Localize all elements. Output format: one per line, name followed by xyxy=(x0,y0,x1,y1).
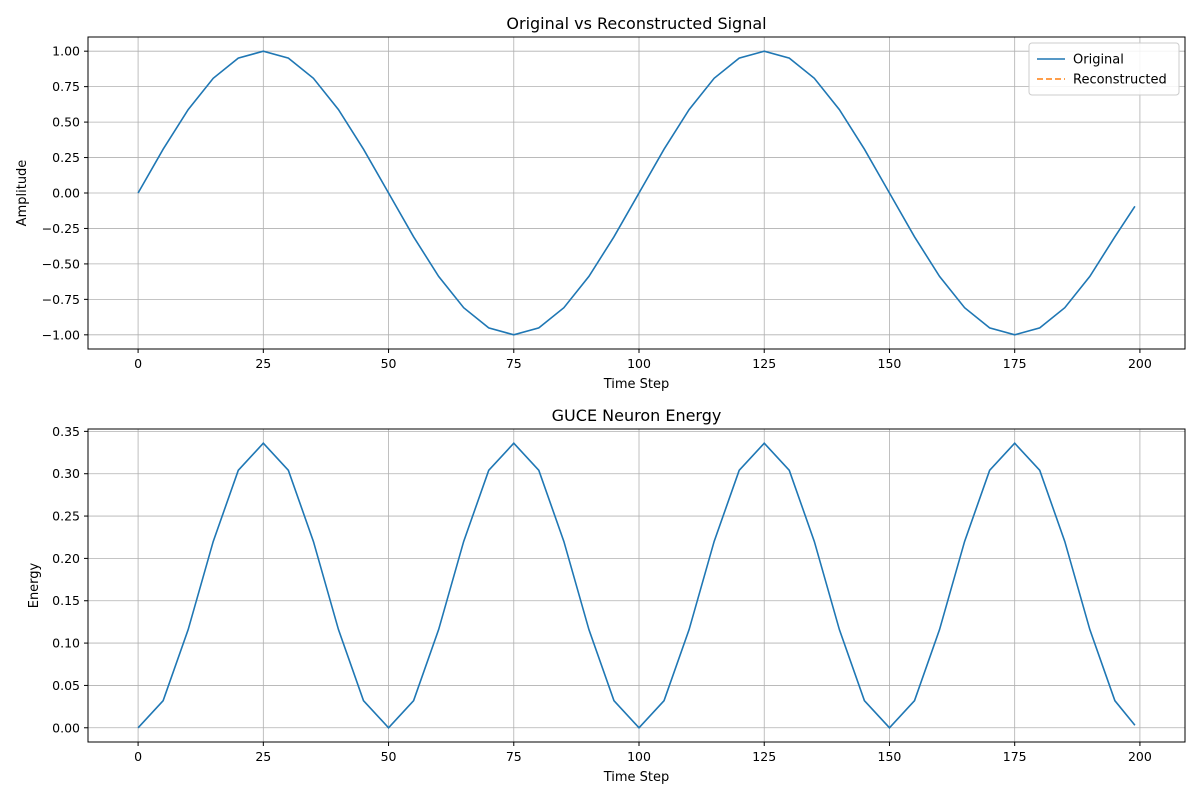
signal-y-tick-label: −1.00 xyxy=(42,327,80,342)
energy-x-axis-label: Time Step xyxy=(603,770,670,785)
energy-y-tick-label: 0.30 xyxy=(52,466,80,481)
signal-x-tick-label: 200 xyxy=(1128,356,1152,371)
signal-legend-box xyxy=(1028,42,1180,96)
signal-y-tick-label: −0.50 xyxy=(42,256,80,271)
signal-y-tick-label: −0.25 xyxy=(42,221,80,236)
energy-y-tick-label: 0.00 xyxy=(52,720,80,735)
energy-x-tick-label: 150 xyxy=(878,749,902,764)
energy-y-tick-label: 0.15 xyxy=(52,593,80,608)
signal-x-tick-label: 125 xyxy=(752,356,776,371)
energy-y-tick-label: 0.35 xyxy=(52,424,80,439)
energy-y-tick-label: 0.25 xyxy=(52,509,80,524)
signal-x-tick-label: 175 xyxy=(1003,356,1027,371)
energy-y-tick-label: 0.10 xyxy=(52,636,80,651)
energy-x-tick-label: 0 xyxy=(134,749,142,764)
signal-x-tick-label: 100 xyxy=(627,356,651,371)
signal-chart-title: Original vs Reconstructed Signal xyxy=(506,14,766,33)
energy-x-tick-label: 200 xyxy=(1128,749,1152,764)
signal-chart: 0 25 50 75 100 125 150 175 200 1.00 0.75 0.50 0.25 0.… xyxy=(15,14,1186,392)
energy-x-tick-label: 50 xyxy=(381,749,397,764)
signal-y-tick-label: −0.75 xyxy=(42,292,80,307)
signal-x-tick-label: 150 xyxy=(878,356,902,371)
signal-series-line-0 xyxy=(137,50,1136,336)
energy-x-tick-label: 125 xyxy=(752,749,776,764)
signal-y-tick-label: 0.00 xyxy=(52,186,80,201)
signal-x-tick-label: 75 xyxy=(506,356,522,371)
energy-y-axis-label: Energy xyxy=(27,562,42,608)
energy-plot-frame xyxy=(87,428,1186,743)
signal-y-tick-label: 0.50 xyxy=(52,115,80,130)
signal-y-tick-label: 1.00 xyxy=(52,44,80,59)
energy-chart-title: GUCE Neuron Energy xyxy=(552,406,722,425)
energy-x-tick-label: 25 xyxy=(255,749,271,764)
energy-x-tick-label: 175 xyxy=(1003,749,1027,764)
energy-series-line-0 xyxy=(137,442,1136,729)
energy-chart: 0 25 50 75 100 125 150 175 200 0.35 0.30 0.25 0.20 0.… xyxy=(27,406,1186,785)
signal-legend-label-0: Original xyxy=(1073,53,1124,68)
signal-legend: Original Reconstructed xyxy=(1028,42,1180,96)
signal-x-tick-label: 25 xyxy=(255,356,271,371)
energy-x-tick-label: 100 xyxy=(627,749,651,764)
energy-y-tick-label: 0.20 xyxy=(52,551,80,566)
signal-y-tick-label: 0.75 xyxy=(52,79,80,94)
signal-legend-label-1: Reconstructed xyxy=(1073,73,1167,88)
signal-x-axis-label: Time Step xyxy=(603,377,670,392)
signal-x-tick-label: 0 xyxy=(134,356,142,371)
signal-y-tick-label: 0.25 xyxy=(52,150,80,165)
signal-y-axis-label: Amplitude xyxy=(15,160,30,227)
energy-y-tick-label: 0.05 xyxy=(52,678,80,693)
signal-x-tick-label: 50 xyxy=(381,356,397,371)
energy-x-tick-label: 75 xyxy=(506,749,522,764)
